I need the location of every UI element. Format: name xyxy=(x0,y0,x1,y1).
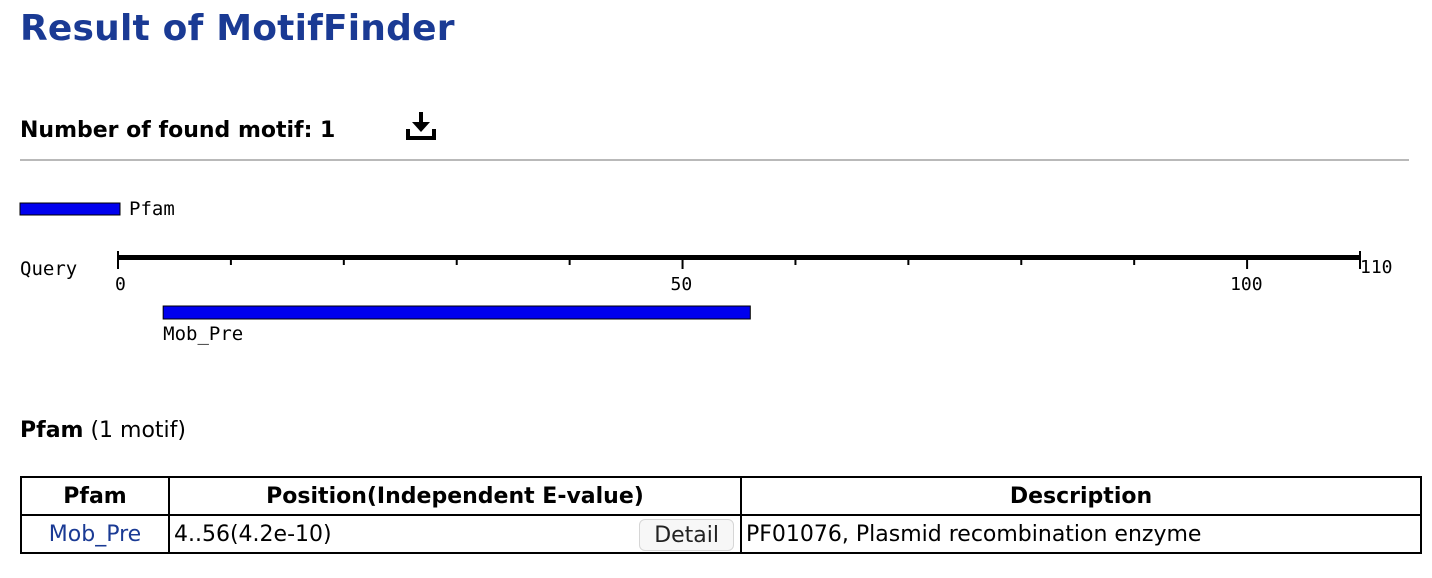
page-title: Result of MotifFinder xyxy=(20,8,455,49)
position-value: 4..56(4.2e-10) xyxy=(174,521,332,547)
section-db-name: Pfam xyxy=(20,418,84,443)
section-count: (1 motif) xyxy=(90,418,186,443)
tick-label: 0 xyxy=(115,274,126,295)
table-row: Mob_Pre 4..56(4.2e-10) Detail PF01076, P… xyxy=(20,514,1422,554)
pfam-results-table: Pfam Position(Independent E-value) Descr… xyxy=(20,476,1422,554)
header-position: Position(Independent E-value) xyxy=(168,476,742,516)
pfam-link-mob-pre[interactable]: Mob_Pre xyxy=(48,521,142,547)
description-cell: PF01076, Plasmid recombination enzyme xyxy=(740,514,1422,554)
motif-label: Mob_Pre xyxy=(163,323,243,345)
motif-track: Mob_Pre xyxy=(162,305,751,345)
pfam-cell: Mob_Pre xyxy=(20,514,170,554)
found-motif-count: Number of found motif: 1 xyxy=(20,118,336,143)
query-axis-line xyxy=(118,255,1360,260)
divider xyxy=(20,159,1409,161)
motif-bar-mob-pre xyxy=(162,305,751,320)
header-pfam: Pfam xyxy=(20,476,170,516)
motif-diagram: Pfam Query 0 50 100 110 Mob_Pre xyxy=(19,198,1393,345)
detail-button[interactable]: Detail xyxy=(639,519,734,551)
download-icon[interactable] xyxy=(403,110,439,144)
tick-label: 110 xyxy=(1360,257,1393,278)
pfam-section-heading: Pfam (1 motif) xyxy=(20,418,186,443)
tick-label: 50 xyxy=(671,274,693,295)
query-axis: 0 50 100 110 xyxy=(115,251,1393,295)
tick-label: 100 xyxy=(1230,274,1263,295)
header-description: Description xyxy=(740,476,1422,516)
query-label: Query xyxy=(20,258,77,280)
legend-swatch xyxy=(19,202,121,216)
table-header-row: Pfam Position(Independent E-value) Descr… xyxy=(20,476,1422,516)
legend-label: Pfam xyxy=(129,198,175,220)
position-cell: 4..56(4.2e-10) Detail xyxy=(168,514,742,554)
